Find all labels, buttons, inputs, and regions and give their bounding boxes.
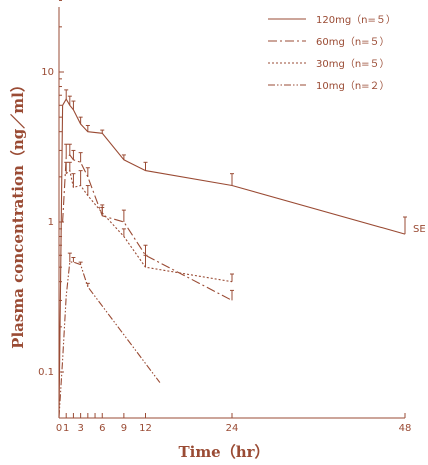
legend-label: 10mg（n=２） bbox=[316, 80, 390, 92]
x-tick-label: 0 bbox=[56, 423, 62, 434]
x-tick-label: 12 bbox=[139, 423, 152, 434]
legend-label: 30mg（n=５） bbox=[316, 58, 390, 70]
se-annotation: SE bbox=[413, 224, 426, 235]
y-axis-title: Plasma concentration（ng／ml） bbox=[9, 77, 27, 349]
series-2 bbox=[62, 143, 234, 301]
series-1 bbox=[58, 89, 407, 418]
legend-label: 120mg（n=５） bbox=[316, 14, 396, 26]
x-tick-label: 24 bbox=[226, 423, 239, 434]
series-line bbox=[62, 154, 233, 301]
x-tick-label: 3 bbox=[77, 423, 83, 434]
x-axis-title: Time（hr） bbox=[178, 443, 269, 461]
series-3 bbox=[64, 161, 234, 283]
series-line bbox=[58, 98, 406, 418]
y-tick-label: 0.1 bbox=[38, 367, 54, 378]
series-line bbox=[65, 169, 233, 283]
x-tick-label: 1 bbox=[63, 423, 69, 434]
x-tick-label: 9 bbox=[121, 423, 127, 434]
legend: 120mg（n=５） 60mg（n=５） 30mg（n=５） 10mg（n=２） bbox=[268, 14, 396, 92]
series-line bbox=[58, 261, 161, 418]
x-tick-label: 6 bbox=[99, 423, 105, 434]
y-tick-label: 10 bbox=[41, 67, 54, 78]
x-ticks: 0 1 3 6 9 12 24 48 bbox=[56, 413, 412, 434]
legend-label: 60mg（n=５） bbox=[316, 36, 390, 48]
x-tick-label: 48 bbox=[399, 423, 412, 434]
y-tick-label: 1 bbox=[48, 217, 54, 228]
series-layer bbox=[58, 89, 407, 418]
series-4 bbox=[58, 252, 161, 418]
